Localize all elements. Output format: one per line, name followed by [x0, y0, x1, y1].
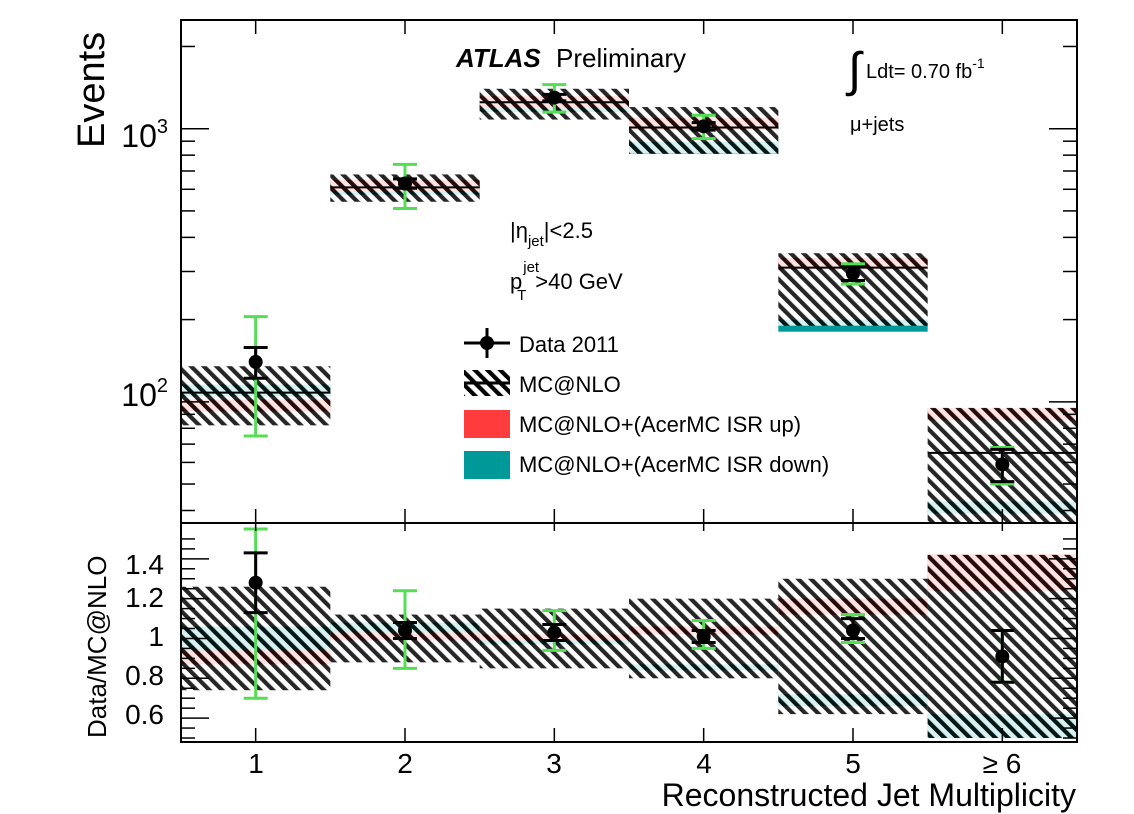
- legend: Data 2011 MC@NLO MC@NLO+(AcerMC ISR up) …: [464, 328, 829, 479]
- top-y-axis-label: Events: [71, 32, 113, 148]
- data-point: [696, 119, 711, 134]
- ratio-data-point: [398, 623, 412, 638]
- ratio-ytick-labels: 0.6 0.8 1 1.2 1.4: [125, 549, 164, 730]
- ratio-data-points: [243, 527, 1015, 700]
- x-tick-label: ≥ 6: [983, 748, 1022, 779]
- legend-entry-isr-up: MC@NLO+(AcerMC ISR up): [464, 410, 801, 438]
- ratio-mc-uncertainty-band: [778, 578, 928, 715]
- ratio-plot-frame: [180, 522, 1078, 743]
- ratio-ytick-label: 1.4: [125, 549, 164, 580]
- legend-entry-isr-down: MC@NLO+(AcerMC ISR down): [464, 451, 829, 479]
- luminosity-label: Ldt= 0.70 fb-1: [866, 55, 985, 83]
- top-data-points: [243, 83, 1015, 486]
- ratio-data-point: [547, 625, 562, 640]
- legend-isr-down-swatch: [464, 451, 510, 479]
- legend-label-isr-up: MC@NLO+(AcerMC ISR up): [519, 412, 801, 437]
- ratio-ytick-label: 1.2: [125, 582, 164, 613]
- legend-data-marker: [480, 336, 494, 350]
- x-tick-label: 4: [696, 748, 712, 779]
- legend-label-data: Data 2011: [519, 332, 619, 357]
- legend-isr-up-swatch: [464, 410, 510, 438]
- top-ytick-label-100: 102: [121, 375, 168, 413]
- luminosity-integral-sign: ∫: [845, 44, 864, 97]
- ratio-data-point: [995, 649, 1010, 664]
- experiment-label: ATLAS: [455, 43, 541, 73]
- ratio-y-axis-label: Data/MC@NLO: [82, 556, 112, 738]
- ratio-mc-bands: [181, 554, 1077, 739]
- x-tick-label: 2: [397, 748, 413, 779]
- data-point: [398, 176, 412, 191]
- x-axis-label: Reconstructed Jet Multiplicity: [662, 777, 1076, 813]
- data-point: [846, 266, 860, 281]
- ratio-ytick-label: 0.6: [125, 699, 164, 730]
- axes-ticks: [181, 20, 1077, 742]
- data-point: [547, 90, 562, 105]
- data-point: [248, 354, 263, 369]
- x-tick-labels: 1 2 3 4 5 ≥ 6: [248, 748, 1021, 779]
- ratio-ytick-label: 1: [148, 621, 164, 652]
- ratio-ytick-label: 0.8: [125, 660, 164, 691]
- ratio-data-point: [248, 575, 263, 590]
- status-label: Preliminary: [556, 43, 686, 73]
- legend-entry-mcatnlo: MC@NLO: [464, 370, 621, 397]
- legend-label-mcatnlo: MC@NLO: [519, 372, 621, 397]
- eta-cut-label: |ηjet|<2.5: [510, 218, 593, 250]
- legend-entry-data: Data 2011: [464, 328, 619, 358]
- data-point: [995, 457, 1010, 472]
- top-ytick-label-1000: 103: [121, 116, 168, 154]
- legend-label-isr-down: MC@NLO+(AcerMC ISR down): [519, 452, 829, 477]
- pt-cut-label: pjet T>40 GeV: [510, 259, 623, 304]
- ratio-data-point: [846, 623, 860, 638]
- x-tick-label: 3: [546, 748, 562, 779]
- channel-label: μ+jets: [850, 114, 904, 136]
- x-tick-label: 5: [845, 748, 861, 779]
- ratio-data-point: [696, 629, 711, 644]
- x-tick-label: 1: [248, 748, 264, 779]
